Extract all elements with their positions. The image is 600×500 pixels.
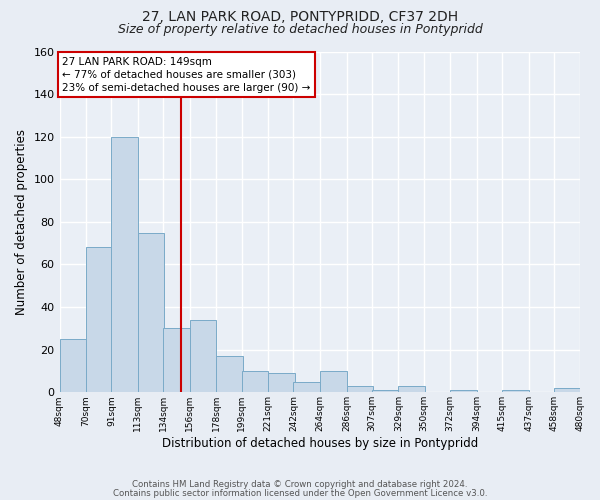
X-axis label: Distribution of detached houses by size in Pontypridd: Distribution of detached houses by size … (162, 437, 478, 450)
Bar (502, 390, 529, 392)
Y-axis label: Number of detached properties: Number of detached properties (15, 129, 28, 315)
Bar (554, 388, 580, 392)
Bar (450, 390, 477, 392)
Bar (347, 386, 373, 392)
Bar (112, 136, 138, 392)
Bar (268, 373, 295, 392)
Bar (190, 320, 217, 392)
Bar (163, 328, 190, 392)
Bar (293, 382, 320, 392)
Bar (138, 232, 164, 392)
Bar (86, 248, 113, 392)
Bar (217, 356, 243, 393)
Text: 27, LAN PARK ROAD, PONTYPRIDD, CF37 2DH: 27, LAN PARK ROAD, PONTYPRIDD, CF37 2DH (142, 10, 458, 24)
Bar (242, 371, 268, 392)
Bar (398, 386, 425, 392)
Text: Size of property relative to detached houses in Pontypridd: Size of property relative to detached ho… (118, 22, 482, 36)
Bar (320, 371, 347, 392)
Text: 27 LAN PARK ROAD: 149sqm
← 77% of detached houses are smaller (303)
23% of semi-: 27 LAN PARK ROAD: 149sqm ← 77% of detach… (62, 56, 311, 93)
Text: Contains public sector information licensed under the Open Government Licence v3: Contains public sector information licen… (113, 488, 487, 498)
Bar (372, 390, 398, 392)
Text: Contains HM Land Registry data © Crown copyright and database right 2024.: Contains HM Land Registry data © Crown c… (132, 480, 468, 489)
Bar (59, 339, 86, 392)
